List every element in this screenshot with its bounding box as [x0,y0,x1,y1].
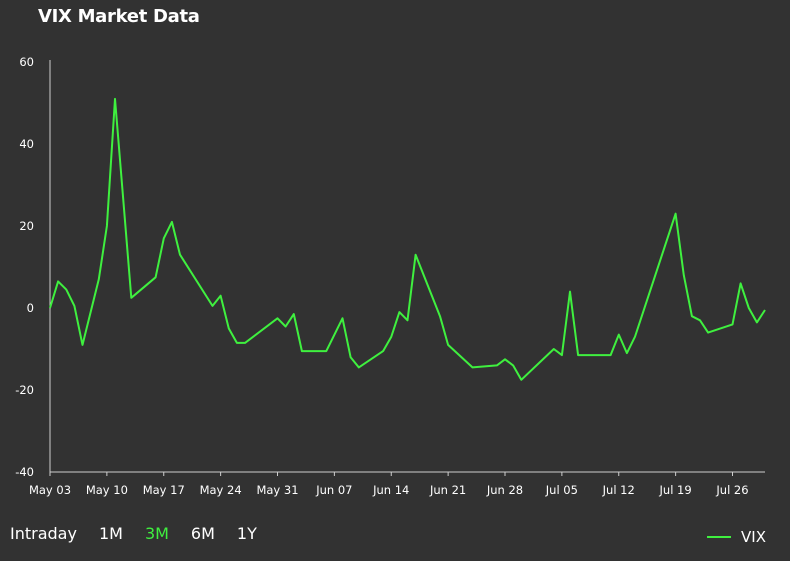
data-point [748,307,750,309]
data-point [512,364,514,366]
data-point [130,297,132,299]
data-point [382,350,384,352]
data-point [293,313,295,315]
data-point [155,276,157,278]
data-point [553,348,555,350]
data-point [244,342,246,344]
data-point [675,213,677,215]
data-point [707,332,709,334]
data-point [447,344,449,346]
series-line-vix [49,97,766,381]
x-tick-label: Jul 26 [715,483,748,497]
y-tick-label: 20 [19,219,34,233]
x-tick-label: May 31 [256,483,298,497]
data-point [439,315,441,317]
x-axis: May 03 May 10 May 17 May 24 May 31 Jun 07 Jun … [29,471,765,497]
data-point [114,98,116,100]
range-3m-button[interactable]: 3M [144,524,169,543]
data-point [171,221,173,223]
legend-label: VIX [741,528,766,546]
x-tick-label: Jun 14 [372,483,409,497]
data-point [626,352,628,354]
data-point [106,225,108,227]
chart-title: VIX Market Data [38,6,200,27]
data-point [73,305,75,307]
data-point [390,336,392,338]
data-point [407,319,409,321]
range-1m-button[interactable]: 1M [98,524,123,543]
legend[interactable]: VIX [707,528,766,546]
data-point [634,336,636,338]
range-selector: Intraday 1M 3M 6M 1Y [10,524,279,543]
y-tick-label: 0 [27,301,34,315]
x-tick-label: Jul 19 [659,483,692,497]
x-tick-label: Jul 05 [545,483,578,497]
data-point [520,379,522,381]
data-point [561,354,563,356]
data-point [301,350,303,352]
data-point [732,323,734,325]
data-point [220,295,222,297]
data-point [398,311,400,313]
data-point [756,321,758,323]
x-tick-label: May 03 [29,483,71,497]
data-point [212,305,214,307]
data-point [618,334,620,336]
data-point [325,350,327,352]
data-point [98,278,100,280]
x-tick-label: Jun 28 [486,483,523,497]
y-tick-label: 60 [19,55,34,69]
legend-swatch [707,536,732,538]
data-point [49,307,51,309]
data-point [610,354,612,356]
data-point [472,366,474,368]
series-layer [49,97,766,381]
data-point [163,237,165,239]
data-point [504,358,506,360]
data-point [569,291,571,293]
x-tick-label: Jun 07 [315,483,352,497]
data-point [764,309,766,311]
y-axis: 60 40 20 0 -20 -40 [15,55,51,479]
data-point [740,282,742,284]
data-point [236,342,238,344]
data-point [496,364,498,366]
data-point [577,354,579,356]
y-tick-label: -40 [15,465,34,479]
data-point [358,366,360,368]
data-point [415,254,417,256]
data-point [65,289,67,291]
data-point [228,328,230,330]
data-point [82,344,84,346]
x-tick-label: Jul 12 [602,483,635,497]
x-tick-label: Jun 21 [429,483,466,497]
data-point [350,356,352,358]
data-point [691,315,693,317]
data-point [179,254,181,256]
data-point [342,317,344,319]
data-point [57,280,59,282]
range-1y-button[interactable]: 1Y [236,524,257,543]
x-tick-label: May 17 [143,483,185,497]
x-tick-label: May 10 [86,483,128,497]
range-intraday-button[interactable]: Intraday [10,524,77,543]
y-tick-label: 40 [19,137,34,151]
x-tick-label: May 24 [200,483,242,497]
data-point [285,325,287,327]
data-point [699,319,701,321]
data-point [683,274,685,276]
data-point [277,317,279,319]
y-tick-label: -20 [15,383,34,397]
range-6m-button[interactable]: 6M [190,524,215,543]
